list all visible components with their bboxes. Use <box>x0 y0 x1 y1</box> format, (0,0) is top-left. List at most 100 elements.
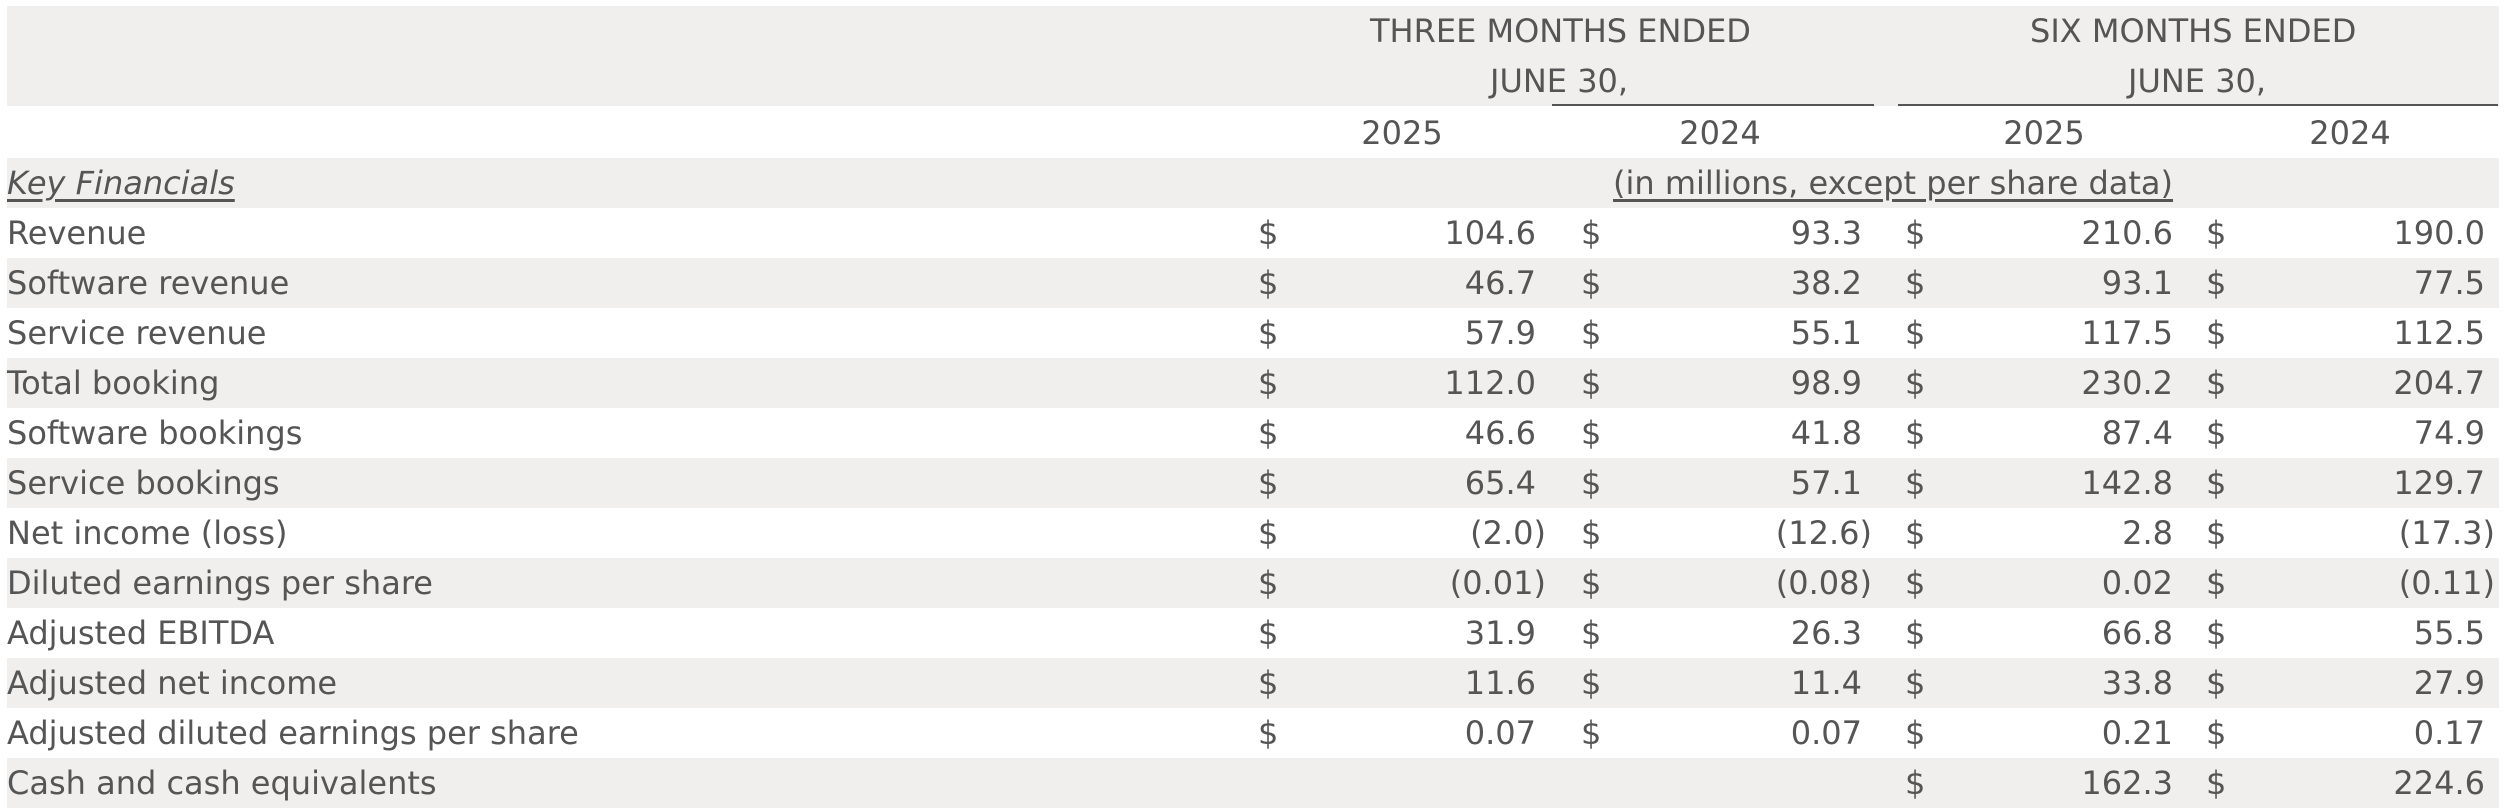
row-label: Diluted earnings per share <box>7 564 433 602</box>
value-cell: 162.3 <box>2081 764 2173 802</box>
currency-symbol: $ <box>1581 614 1602 652</box>
value-cell: 190.0 <box>2393 214 2485 252</box>
currency-symbol: $ <box>2206 464 2227 502</box>
currency-symbol: $ <box>1905 764 1926 802</box>
currency-symbol: $ <box>1258 214 1279 252</box>
currency-symbol: $ <box>1905 664 1926 702</box>
row-label: Net income (loss) <box>7 514 288 552</box>
currency-symbol: $ <box>2206 614 2227 652</box>
value-cell: 46.7 <box>1464 264 1536 302</box>
currency-symbol: $ <box>2206 714 2227 752</box>
row-label: Revenue <box>7 214 147 252</box>
currency-symbol: $ <box>1581 314 1602 352</box>
value-cell: 27.9 <box>2413 664 2485 702</box>
currency-symbol: $ <box>2206 314 2227 352</box>
value-cell: 0.02 <box>2101 564 2173 602</box>
three-months-header-line1: THREE MONTHS ENDED <box>1370 12 1751 50</box>
currency-symbol: $ <box>1258 664 1279 702</box>
six-months-header-line1: SIX MONTHS ENDED <box>2030 12 2357 50</box>
value-cell: 57.1 <box>1790 464 1862 502</box>
currency-symbol: $ <box>1905 514 1926 552</box>
currency-symbol: $ <box>1258 464 1279 502</box>
value-cell: (2.0) <box>1470 514 1546 552</box>
value-cell: 142.8 <box>2081 464 2173 502</box>
value-cell: 55.5 <box>2413 614 2485 652</box>
value-cell: (0.08) <box>1775 564 1872 602</box>
currency-symbol: $ <box>1258 614 1279 652</box>
value-cell: 41.8 <box>1790 414 1862 452</box>
header-band <box>7 6 2499 106</box>
currency-symbol: $ <box>1905 314 1926 352</box>
value-cell: 117.5 <box>2081 314 2173 352</box>
row-label: Adjusted net income <box>7 664 338 702</box>
value-cell: (0.11) <box>2398 564 2495 602</box>
currency-symbol: $ <box>1905 464 1926 502</box>
currency-symbol: $ <box>1581 464 1602 502</box>
currency-symbol: $ <box>2206 764 2227 802</box>
value-cell: 31.9 <box>1464 614 1536 652</box>
row-label: Service bookings <box>7 464 280 502</box>
value-cell: 46.6 <box>1464 414 1536 452</box>
year-header-4: 2024 <box>2309 114 2391 152</box>
currency-symbol: $ <box>1905 214 1926 252</box>
value-cell: (0.01) <box>1449 564 1546 602</box>
value-cell: 224.6 <box>2393 764 2485 802</box>
table-row: Service bookings $65.4 $57.1 $142.8 $129.7 <box>7 458 2499 508</box>
currency-symbol: $ <box>1905 264 1926 302</box>
currency-symbol: $ <box>1581 514 1602 552</box>
table-row: Adjusted diluted earnings per share $0.07… <box>7 708 2499 758</box>
value-cell: 93.3 <box>1790 214 1862 252</box>
value-cell: 0.07 <box>1464 714 1536 752</box>
value-cell: 33.8 <box>2101 664 2173 702</box>
table-row: Software bookings $46.6 $41.8 $87.4 $74.9 <box>7 408 2499 458</box>
value-cell: 57.9 <box>1464 314 1536 352</box>
value-cell: (12.6) <box>1775 514 1872 552</box>
value-cell: 112.0 <box>1444 364 1536 402</box>
currency-symbol: $ <box>1581 564 1602 602</box>
row-label: Software revenue <box>7 264 290 302</box>
currency-symbol: $ <box>1258 514 1279 552</box>
currency-symbol: $ <box>2206 564 2227 602</box>
value-cell: 104.6 <box>1444 214 1536 252</box>
value-cell: 26.3 <box>1790 614 1862 652</box>
currency-symbol: $ <box>1905 414 1926 452</box>
currency-symbol: $ <box>1258 714 1279 752</box>
value-cell: 87.4 <box>2101 414 2173 452</box>
currency-symbol: $ <box>2206 664 2227 702</box>
row-label: Service revenue <box>7 314 267 352</box>
six-months-header-line2: JUNE 30, <box>2128 62 2267 100</box>
currency-symbol: $ <box>2206 364 2227 402</box>
currency-symbol: $ <box>2206 414 2227 452</box>
currency-symbol: $ <box>1258 564 1279 602</box>
value-cell: 0.17 <box>2413 714 2485 752</box>
value-cell: 112.5 <box>2393 314 2485 352</box>
three-months-rule <box>1552 104 1874 106</box>
row-label: Total booking <box>7 364 220 402</box>
currency-symbol: $ <box>1905 564 1926 602</box>
currency-symbol: $ <box>1258 314 1279 352</box>
value-cell: 93.1 <box>2101 264 2173 302</box>
value-cell: 11.6 <box>1464 664 1536 702</box>
table-row: Adjusted EBITDA $31.9 $26.3 $66.8 $55.5 <box>7 608 2499 658</box>
three-months-header-line2: JUNE 30, <box>1490 62 1629 100</box>
value-cell: 98.9 <box>1790 364 1862 402</box>
row-label: Adjusted EBITDA <box>7 614 275 652</box>
table-row: Software revenue $46.7 $38.2 $93.1 $77.5 <box>7 258 2499 308</box>
currency-symbol: $ <box>2206 214 2227 252</box>
currency-symbol: $ <box>1581 214 1602 252</box>
value-cell: (17.3) <box>2398 514 2495 552</box>
year-header-1: 2025 <box>1361 114 1443 152</box>
currency-symbol: $ <box>1905 614 1926 652</box>
currency-symbol: $ <box>1258 364 1279 402</box>
value-cell: 204.7 <box>2393 364 2485 402</box>
table-row: Net income (loss) $ (2.0) $ (12.6) $2.8 $ (17.3… <box>7 508 2499 558</box>
currency-symbol: $ <box>1905 364 1926 402</box>
currency-symbol: $ <box>1905 714 1926 752</box>
value-cell: 2.8 <box>2122 514 2173 552</box>
currency-symbol: $ <box>1581 714 1602 752</box>
value-cell: 65.4 <box>1464 464 1536 502</box>
six-months-rule <box>1898 104 2498 106</box>
value-cell: 230.2 <box>2081 364 2173 402</box>
table-row: Service revenue $57.9 $55.1 $117.5 $112.5 <box>7 308 2499 358</box>
value-cell: 55.1 <box>1790 314 1862 352</box>
